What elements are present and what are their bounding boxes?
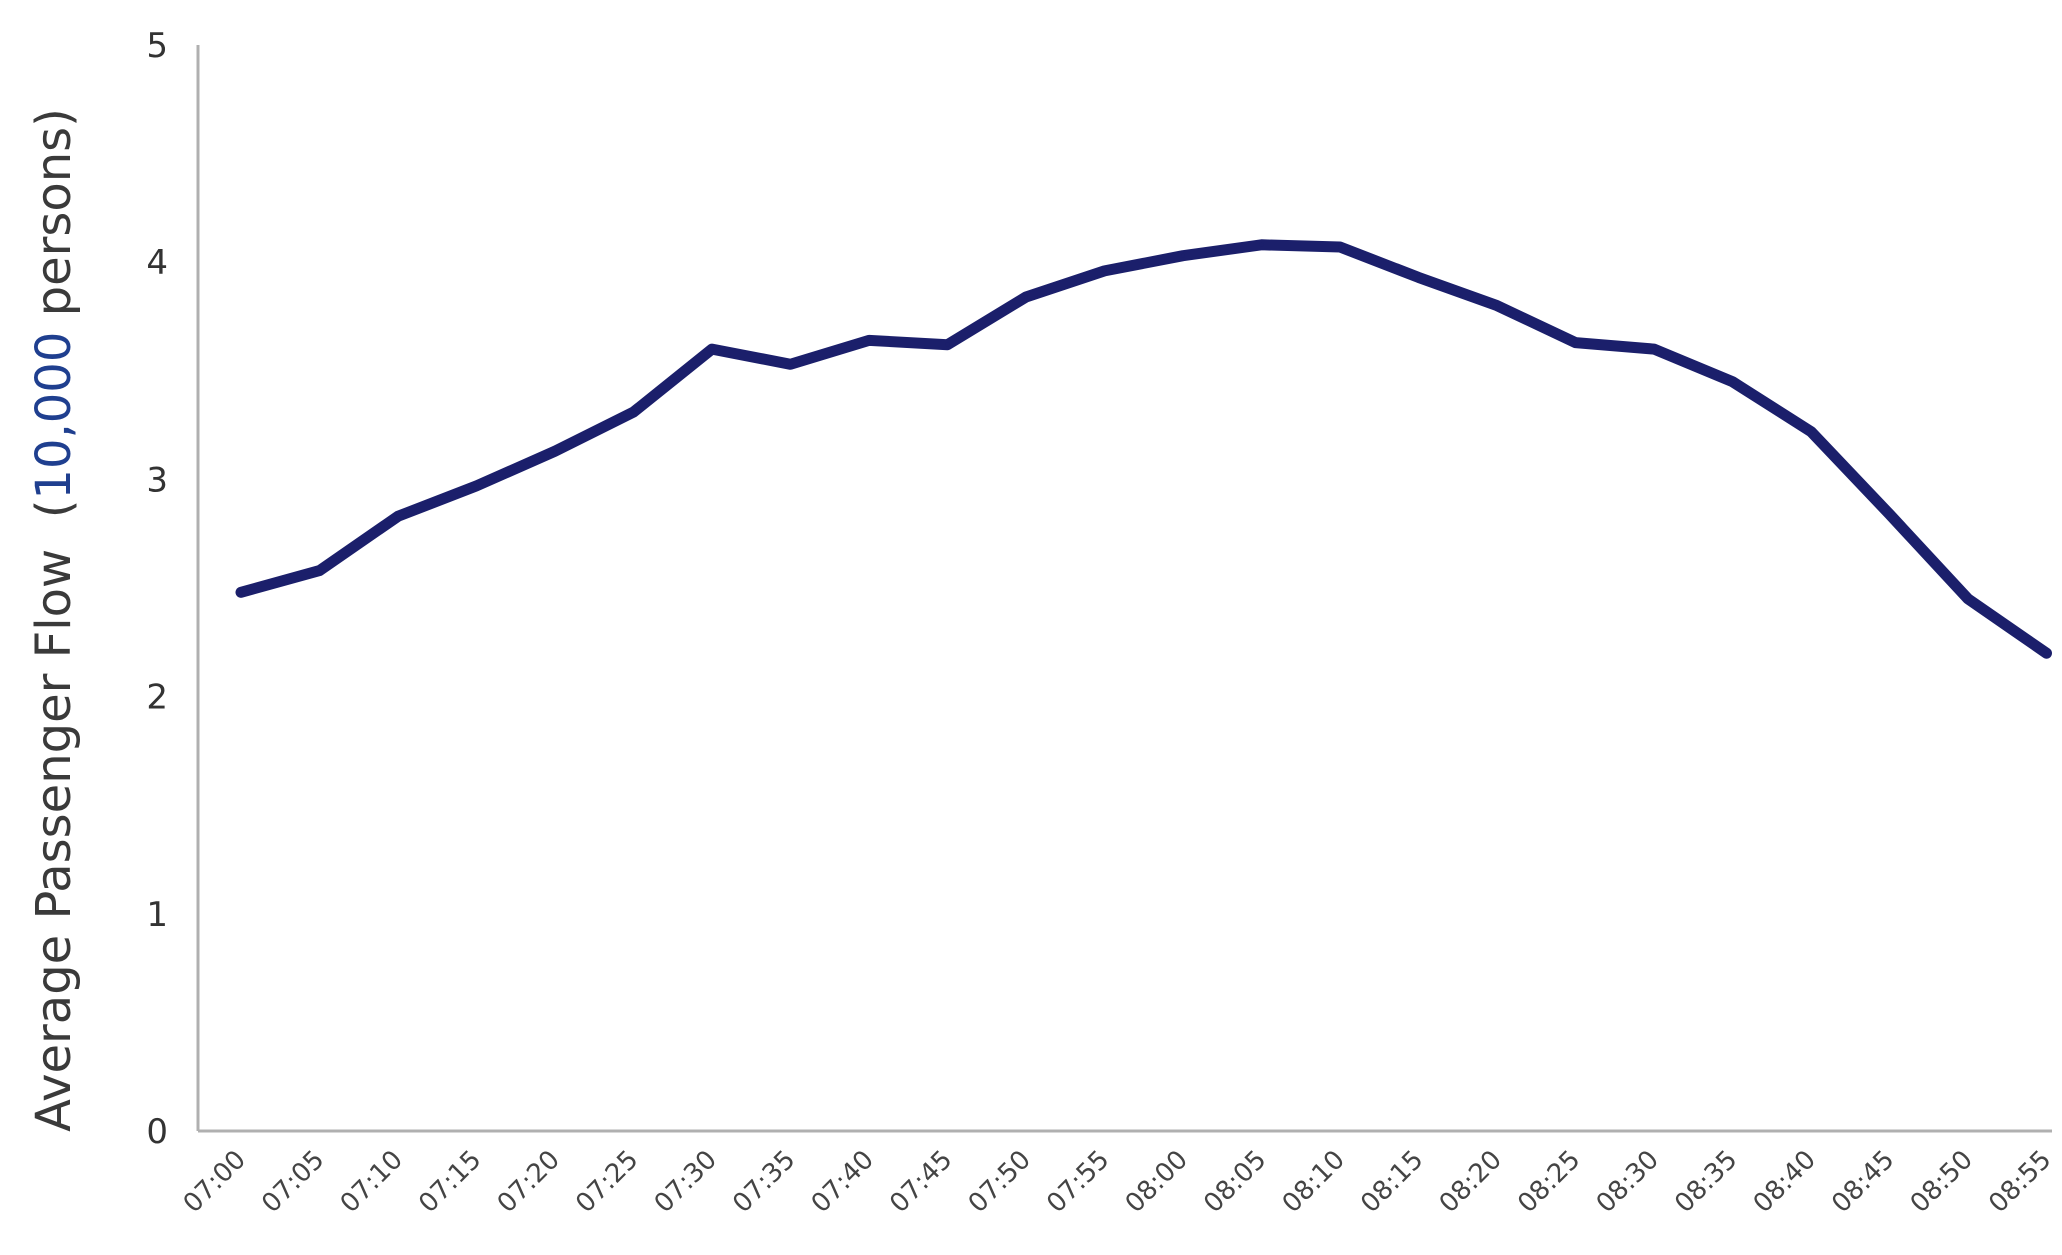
data-point (1652, 347, 1656, 352)
data-point (631, 410, 636, 415)
data-point (1259, 242, 1264, 247)
data-point (1966, 596, 1970, 601)
x-tick-label: 07:55 (1041, 1145, 1115, 1219)
x-tick-label: 07:35 (727, 1145, 801, 1219)
data-point (2044, 651, 2049, 656)
data-point (1102, 268, 1107, 273)
data-point (710, 347, 714, 352)
data-point (1887, 512, 1892, 517)
x-tick-label: 08:05 (1198, 1145, 1272, 1219)
y-axis-title: Average Passenger Flow (10,000 persons) (26, 108, 82, 1132)
data-point (239, 590, 243, 595)
y-tick-label: 2 (146, 678, 168, 718)
x-tick-label: 08:45 (1826, 1145, 1900, 1219)
x-tick-label: 08:55 (1983, 1145, 2057, 1219)
data-point (867, 338, 871, 343)
x-tick-label: 08:35 (1669, 1145, 1743, 1219)
x-tick-label: 07:25 (570, 1145, 644, 1219)
x-tick-label: 08:15 (1355, 1145, 1429, 1219)
y-tick-label: 5 (146, 26, 168, 66)
x-tick-label: 07:10 (335, 1145, 409, 1219)
data-point (553, 449, 557, 454)
x-tick-label: 08:10 (1277, 1145, 1351, 1219)
y-tick-label: 1 (146, 895, 168, 935)
series-line (235, 239, 2052, 659)
data-point (945, 342, 950, 347)
data-point (317, 568, 322, 573)
x-tick-label: 08:50 (1905, 1145, 1979, 1219)
data-point (1338, 244, 1342, 249)
x-axis: 07:00 07:05 07:10 07:15 07:20 07:25 07:30 07:35… (178, 1129, 2057, 1219)
y-axis-title-number: 10,000 (26, 332, 82, 500)
x-tick-label: 07:20 (492, 1145, 566, 1219)
data-point (1416, 275, 1421, 280)
x-tick-label: 08:20 (1434, 1145, 1508, 1219)
data-point (474, 483, 479, 488)
data-point (1181, 253, 1185, 258)
y-axis-title-suffix: persons) (26, 108, 82, 332)
x-tick-label: 07:50 (963, 1145, 1037, 1219)
x-tick-label: 08:25 (1512, 1145, 1586, 1219)
x-tick-label: 08:30 (1591, 1145, 1665, 1219)
data-point (788, 362, 793, 367)
x-tick-label: 08:40 (1748, 1145, 1822, 1219)
x-tick-label: 07:05 (256, 1145, 330, 1219)
data-point (1495, 303, 1499, 308)
data-point (1024, 294, 1028, 299)
y-tick-label: 3 (146, 460, 168, 500)
x-tick-label: 07:00 (178, 1145, 252, 1219)
x-tick-label: 07:45 (884, 1145, 958, 1219)
y-axis: 0 1 2 3 4 5 (146, 26, 200, 1152)
data-point (1809, 429, 1813, 434)
series-lines (235, 239, 2052, 659)
y-axis-title-prefix: Average Passenger Flow ( (26, 500, 82, 1132)
data-point (1573, 340, 1578, 345)
x-tick-label: 08:00 (1120, 1145, 1194, 1219)
data-point (1730, 379, 1735, 384)
x-tick-label: 07:30 (649, 1145, 723, 1219)
x-tick-label: 07:15 (413, 1145, 487, 1219)
data-point (396, 514, 400, 519)
y-tick-label: 4 (146, 243, 168, 283)
y-tick-label: 0 (146, 1112, 168, 1152)
x-tick-label: 07:40 (806, 1145, 880, 1219)
